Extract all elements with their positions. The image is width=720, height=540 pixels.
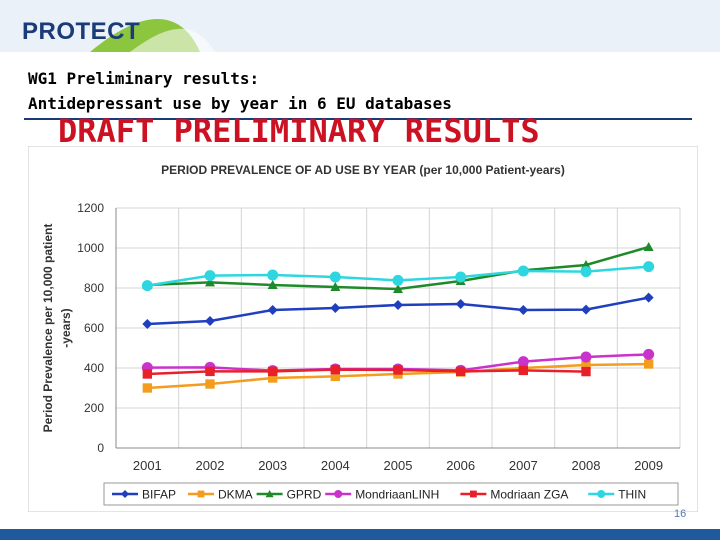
chart-title: PERIOD PREVALENCE OF AD USE BY YEAR (per… [161,163,565,177]
data-point-thin [517,265,529,277]
bottom-bar [0,529,720,540]
data-point-thin [141,280,153,292]
y-tick-label: 800 [84,281,104,295]
x-tick-label: 2002 [196,458,225,473]
data-point-bifap [518,305,529,315]
legend-label-dkma: DKMA [218,488,253,502]
x-tick-label: 2004 [321,458,350,473]
data-point-bifap [581,304,591,315]
y-axis-label: Period Prevalence per 10,000 patient [41,224,55,433]
legend-label-bifap: BIFAP [142,488,176,502]
legend-marker-bifap [121,490,129,498]
data-point-modriaan-zga [393,365,403,375]
y-tick-label: 400 [84,361,104,375]
legend-label-gprd: GPRD [287,488,322,502]
series-line-modriaan-zga [147,368,587,376]
legend-marker-gprd [265,490,274,498]
y-axis-label-line2: -years) [59,308,73,347]
legend-marker-dkma [197,490,205,498]
data-point-gprd [643,242,654,251]
data-point-modriaan-zga [205,366,215,377]
y-tick-label: 1200 [77,201,104,215]
data-point-gprd [205,277,215,287]
data-point-thin [267,269,279,281]
chart-frame [28,146,698,512]
data-point-mondriaanlinh [643,348,655,360]
data-point-thin [204,270,216,282]
data-point-bifap [267,305,278,315]
x-tick-label: 2007 [509,458,538,473]
data-point-gprd [267,280,278,289]
data-point-modriaan-zga [267,366,278,377]
legend-label-modriaan-zga: Modriaan ZGA [490,488,568,502]
data-point-dkma [267,373,278,383]
data-point-bifap [643,292,654,303]
x-tick-label: 2003 [258,458,287,473]
data-point-thin [392,274,404,286]
data-point-gprd [393,284,403,293]
data-point-thin [643,261,655,273]
draft-banner: DRAFT PRELIMINARY RESULTS [58,112,540,150]
data-point-dkma [581,360,591,370]
legend-label-thin: THIN [618,488,646,502]
x-tick-label: 2008 [572,458,601,473]
data-point-modriaan-zga [455,366,466,377]
data-point-dkma [330,371,341,382]
data-point-bifap [455,299,466,309]
x-tick-label: 2006 [446,458,475,473]
y-tick-label: 1000 [77,241,104,255]
page-number: 16 [674,508,687,520]
slide-title: WG1 Preliminary results: Antidepressant … [28,66,452,116]
legend-label-mondriaanlinh: MondriaanLINH [355,488,439,502]
logo-swoosh [90,18,215,52]
y-tick-label: 600 [84,321,104,335]
data-point-gprd [330,282,341,291]
data-point-modriaan-zga [142,369,153,379]
data-point-bifap [142,319,153,329]
data-point-bifap [330,303,341,313]
legend-box [103,482,679,506]
data-point-mondriaanlinh [580,351,592,363]
x-tick-label: 2009 [634,458,663,473]
legend-marker-thin [597,490,606,498]
data-point-bifap [393,300,403,310]
data-point-dkma [643,359,654,369]
protect-logo: PROTECT [22,18,141,45]
x-tick-label: 2001 [133,458,162,473]
y-tick-label: 200 [84,401,104,415]
legend-marker-modriaan-zga [470,490,477,498]
prevalence-chart: PERIOD PREVALENCE OF AD USE BY YEAR (per… [28,146,698,512]
y-tick-label: 0 [97,441,104,455]
data-point-modriaan-zga [330,364,341,375]
data-point-dkma [205,379,215,389]
data-point-dkma [142,383,153,393]
header-band: PROTECT [0,0,720,52]
data-point-thin [329,271,341,283]
title-divider [24,118,692,120]
data-point-thin [580,266,592,278]
data-point-bifap [205,316,215,326]
slide-title-line1: WG1 Preliminary results: [28,69,260,88]
data-point-modriaan-zga [518,365,529,376]
data-point-mondriaanlinh [517,356,529,368]
legend-marker-mondriaanlinh [334,490,343,498]
slide-title-line2: Antidepressant use by year in 6 EU datab… [28,94,452,113]
x-tick-label: 2005 [384,458,413,473]
data-point-modriaan-zga [581,366,591,377]
data-point-thin [455,271,467,283]
